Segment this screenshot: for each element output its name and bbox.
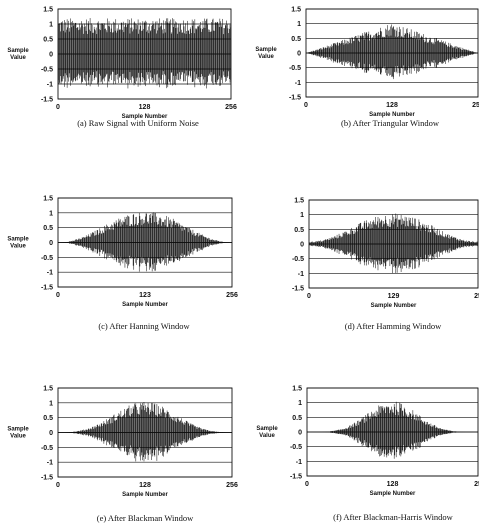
y-tick-label: -1.5 bbox=[41, 475, 53, 482]
y-tick-label: 0.5 bbox=[291, 36, 301, 43]
x-axis-label: Sample Number bbox=[122, 492, 168, 498]
x-tick-label: 129 bbox=[388, 293, 400, 300]
y-tick-label: -0.5 bbox=[41, 445, 53, 452]
y-tick-label: -1 bbox=[295, 80, 301, 87]
x-tick-label: 0 bbox=[56, 292, 60, 299]
x-tick-label: 256 bbox=[226, 292, 238, 299]
y-axis-label: Value bbox=[10, 244, 26, 250]
x-axis-label: Sample Number bbox=[122, 114, 168, 120]
y-tick-label: 0 bbox=[300, 242, 304, 249]
y-tick-label: -0.5 bbox=[41, 255, 53, 262]
y-tick-label: 1.5 bbox=[294, 198, 304, 205]
y-tick-label: 0 bbox=[49, 52, 53, 59]
y-tick-label: 0.5 bbox=[294, 227, 304, 234]
y-axis-label: Value bbox=[10, 55, 26, 61]
y-tick-label: 0.5 bbox=[43, 225, 53, 232]
x-tick-label: 0 bbox=[305, 481, 309, 488]
panel-caption: (c) After Hanning Window bbox=[98, 321, 190, 331]
y-tick-label: 1 bbox=[297, 21, 301, 28]
y-tick-label: 1 bbox=[49, 210, 53, 217]
x-axis-label: Sample Number bbox=[370, 491, 416, 497]
y-tick-label: -1 bbox=[296, 459, 302, 466]
y-tick-label: 0.5 bbox=[43, 37, 53, 44]
y-tick-label: 1.5 bbox=[292, 386, 302, 393]
y-tick-label: 0 bbox=[49, 430, 53, 437]
x-tick-label: 0 bbox=[56, 482, 60, 489]
x-tick-label: 128 bbox=[139, 482, 151, 489]
x-tick-label: 256 bbox=[226, 482, 238, 489]
y-axis-label: Sample bbox=[255, 47, 277, 53]
y-axis-label: Sample bbox=[7, 427, 29, 433]
y-tick-label: -1 bbox=[298, 271, 304, 278]
y-tick-label: 1.5 bbox=[291, 7, 301, 14]
x-tick-label: 0 bbox=[304, 102, 308, 109]
y-tick-label: 1 bbox=[49, 22, 53, 29]
y-tick-label: 1 bbox=[49, 400, 53, 407]
y-tick-label: 1 bbox=[300, 212, 304, 219]
y-tick-label: 0.5 bbox=[292, 415, 302, 422]
y-tick-label: -1 bbox=[47, 82, 53, 89]
y-axis-label: Sample bbox=[7, 237, 29, 243]
y-tick-label: -1 bbox=[47, 270, 53, 277]
x-tick-label: 128 bbox=[139, 104, 151, 111]
y-tick-label: -0.5 bbox=[290, 444, 302, 451]
y-axis-label: Sample bbox=[7, 48, 29, 54]
y-tick-label: 0 bbox=[298, 430, 302, 437]
chart-panel-hamming: 1.510.50-0.5-1-1.5012925Sample Number(d)… bbox=[292, 198, 479, 332]
y-axis-label: Sample bbox=[256, 426, 278, 432]
y-tick-label: 0 bbox=[297, 51, 301, 58]
panel-caption: (d) After Hamming Window bbox=[345, 321, 442, 331]
y-tick-label: -0.5 bbox=[289, 65, 301, 72]
y-tick-label: 1 bbox=[298, 400, 302, 407]
y-axis-label: Value bbox=[10, 434, 26, 440]
x-tick-label: 128 bbox=[386, 102, 398, 109]
panel-caption: (b) After Triangular Window bbox=[341, 118, 440, 128]
y-tick-label: -0.5 bbox=[41, 67, 53, 74]
y-tick-label: 0.5 bbox=[43, 415, 53, 422]
y-tick-label: 1.5 bbox=[43, 386, 53, 393]
x-tick-label: 128 bbox=[387, 481, 399, 488]
x-axis-label: Sample Number bbox=[369, 112, 415, 118]
y-tick-label: -1.5 bbox=[290, 474, 302, 481]
y-tick-label: -1.5 bbox=[41, 285, 53, 292]
y-tick-label: -1.5 bbox=[289, 95, 301, 102]
chart-panel-triangular: 1.510.50-0.5-1-1.50128258Sample NumberSa… bbox=[255, 7, 479, 129]
x-tick-label: 0 bbox=[56, 104, 60, 111]
y-axis-label: Value bbox=[259, 433, 275, 439]
x-tick-label: 256 bbox=[225, 104, 237, 111]
y-tick-label: -1.5 bbox=[292, 286, 304, 293]
y-tick-label: -1 bbox=[47, 460, 53, 467]
x-tick-label: 0 bbox=[307, 293, 311, 300]
y-tick-label: -0.5 bbox=[292, 256, 304, 263]
y-tick-label: 0 bbox=[49, 240, 53, 247]
panel-caption: (f) After Blackman-Harris Window bbox=[333, 512, 454, 522]
y-axis-label: Value bbox=[258, 54, 274, 60]
x-tick-label: 25 bbox=[474, 293, 479, 300]
y-tick-label: 1.5 bbox=[43, 196, 53, 203]
x-axis-label: Sample Number bbox=[122, 302, 168, 308]
x-tick-label: 25 bbox=[474, 481, 479, 488]
x-tick-label: 123 bbox=[139, 292, 151, 299]
y-tick-label: -1.5 bbox=[41, 97, 53, 104]
panel-caption: (e) After Blackman Window bbox=[97, 513, 194, 523]
x-tick-label: 258 bbox=[472, 102, 479, 109]
y-tick-label: 1.5 bbox=[43, 7, 53, 14]
panel-caption: (a) Raw Signal with Uniform Noise bbox=[77, 118, 199, 128]
x-axis-label: Sample Number bbox=[371, 303, 417, 309]
